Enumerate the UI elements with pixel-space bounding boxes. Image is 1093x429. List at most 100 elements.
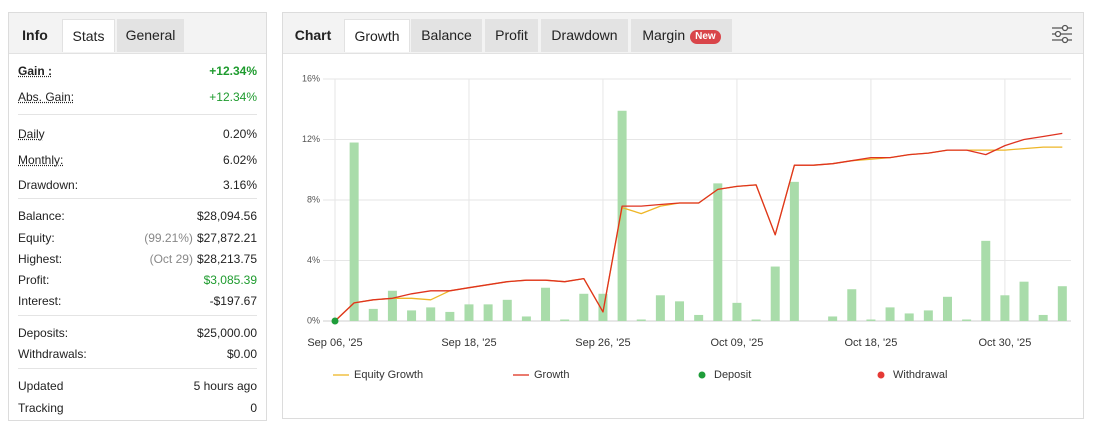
y-tick-label: 16% (302, 73, 320, 83)
tab[interactable]: Growth (344, 19, 410, 52)
bar (1019, 281, 1029, 321)
bar (617, 110, 627, 321)
bar (866, 319, 876, 321)
tab[interactable]: Profit (485, 19, 538, 52)
stat-note: (99.21%) (144, 231, 193, 245)
bar (407, 310, 417, 321)
tab[interactable]: Margin New (631, 19, 732, 52)
separator (18, 368, 257, 369)
separator (18, 315, 257, 316)
bar (904, 313, 914, 321)
x-tick-label: Sep 26, '25 (575, 337, 630, 349)
stat-label: Interest: (18, 294, 62, 308)
separator (18, 198, 257, 199)
stat-value-text: 3.16% (222, 178, 257, 192)
stat-label: Equity: (18, 231, 55, 245)
stat-value-text: 6.02% (222, 153, 257, 167)
stat-label: Highest: (18, 252, 63, 266)
stat-label: Monthly: (18, 153, 64, 167)
tab[interactable]: Info (22, 27, 48, 43)
bar (387, 290, 397, 321)
stat-value-text: +12.34% (209, 64, 257, 78)
tab-label: Margin (642, 27, 686, 43)
bar (981, 240, 991, 321)
bar (675, 301, 685, 321)
x-tick-label: Oct 30, '25 (978, 337, 1031, 349)
stat-row: Abs. Gain: +12.34% (18, 87, 257, 107)
bar (541, 287, 551, 321)
stat-value-text: $3,085.39 (203, 273, 257, 287)
new-badge: New (690, 30, 721, 44)
bar (847, 289, 857, 321)
tab[interactable]: General (117, 19, 184, 52)
tab[interactable]: Stats (62, 19, 115, 52)
bar (560, 319, 570, 321)
stat-label: Daily (18, 127, 45, 141)
settings-icon[interactable] (1051, 24, 1073, 44)
chart-panel: Chart Growth Balance Profit Drawdown Mar… (282, 12, 1084, 419)
stat-label: Profit: (18, 273, 50, 287)
stat-label: Deposits: (18, 326, 69, 340)
bar (923, 310, 933, 321)
bar (598, 293, 608, 321)
legend-swatch (877, 371, 885, 379)
tab-bar: Chart Growth Balance Profit Drawdown Mar… (283, 13, 1083, 54)
legend-label: Withdrawal (893, 369, 947, 381)
legend-label: Equity Growth (354, 369, 423, 381)
stat-label: Tracking (18, 401, 64, 415)
stat-value: +12.34% (209, 61, 257, 81)
bar (426, 307, 436, 321)
bar (445, 311, 455, 321)
stat-value-text: +12.34% (209, 90, 257, 104)
x-tick-label: Sep 06, '25 (307, 337, 362, 349)
stat-value-text: 0.20% (222, 127, 257, 141)
bar (636, 319, 646, 321)
bar (655, 295, 665, 321)
bar (770, 266, 780, 321)
stat-row: Tracking 0 (18, 398, 257, 418)
stats-panel: Info Stats General Gain : +12.34% Abs. Gai… (8, 12, 267, 421)
bar (713, 183, 723, 321)
bar (751, 319, 761, 321)
stat-value-text: $25,000.00 (196, 326, 257, 340)
stat-value-text: $27,872.21 (196, 231, 257, 245)
bar (732, 302, 742, 321)
tab[interactable]: Chart (294, 27, 332, 43)
x-tick-label: Oct 09, '25 (711, 337, 764, 349)
tab[interactable]: Balance (411, 19, 482, 52)
stat-value: 5 hours ago (194, 376, 257, 396)
line (334, 146, 1063, 322)
bar (349, 142, 359, 321)
y-tick-label: 12% (302, 134, 320, 144)
stat-label: Drawdown: (18, 178, 79, 192)
stat-value: $28,094.56 (197, 206, 257, 226)
x-tick-label: Oct 18, '25 (844, 337, 897, 349)
stat-label: Withdrawals: (18, 347, 87, 361)
stat-value: $3,085.39 (204, 270, 257, 290)
stat-value: $25,000.00 (197, 323, 257, 343)
stat-row: Balance: $28,094.56 (18, 206, 257, 226)
stat-row: Gain : +12.34% (18, 61, 257, 81)
tab[interactable]: Drawdown (541, 19, 628, 52)
bar (502, 299, 512, 321)
bar (942, 296, 952, 321)
stat-value: -$197.67 (210, 291, 257, 311)
stat-value-text: -$197.67 (209, 294, 257, 308)
stat-row: Highest: (Oct 29) $28,213.75 (18, 249, 257, 269)
stat-value-text: $0.00 (226, 347, 257, 361)
y-tick-label: 8% (307, 194, 320, 204)
stat-label: Abs. Gain: (18, 90, 75, 104)
bar (1057, 286, 1067, 321)
separator (18, 114, 257, 115)
stat-value: +12.34% (209, 87, 257, 107)
legend-swatch (698, 371, 706, 379)
stat-value: 6.02% (223, 150, 257, 170)
stat-label: Balance: (18, 209, 65, 223)
bar (579, 293, 589, 321)
bar (885, 307, 895, 321)
bar (483, 304, 493, 321)
stat-row: Updated 5 hours ago (18, 376, 257, 396)
stat-value-text: 5 hours ago (193, 379, 257, 393)
